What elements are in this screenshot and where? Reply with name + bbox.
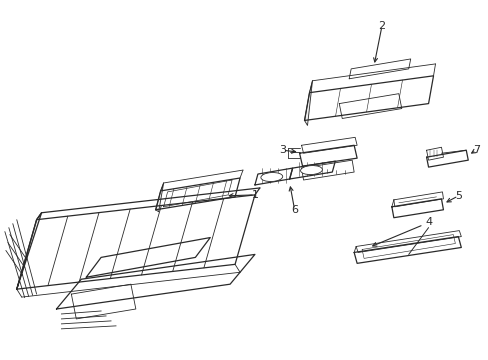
Polygon shape	[355, 231, 460, 252]
Polygon shape	[163, 180, 232, 207]
Polygon shape	[301, 160, 353, 180]
Text: 1: 1	[251, 190, 258, 200]
Polygon shape	[86, 238, 210, 277]
Polygon shape	[304, 76, 433, 121]
Text: 7: 7	[472, 145, 479, 155]
Ellipse shape	[300, 166, 322, 175]
Polygon shape	[339, 94, 401, 118]
Polygon shape	[56, 255, 254, 309]
Text: 5: 5	[454, 191, 461, 201]
Polygon shape	[426, 147, 443, 160]
Polygon shape	[426, 150, 468, 167]
Polygon shape	[304, 81, 312, 125]
Text: 3: 3	[279, 145, 285, 155]
Text: 6: 6	[290, 205, 298, 215]
Polygon shape	[155, 178, 240, 210]
Polygon shape	[348, 59, 410, 79]
Polygon shape	[155, 183, 163, 212]
Ellipse shape	[261, 172, 282, 181]
Polygon shape	[391, 199, 443, 218]
Polygon shape	[289, 161, 335, 179]
Polygon shape	[17, 195, 254, 289]
Polygon shape	[361, 235, 454, 258]
Polygon shape	[301, 137, 356, 153]
Text: 2: 2	[378, 21, 385, 31]
Polygon shape	[353, 237, 460, 264]
Polygon shape	[71, 284, 136, 319]
Polygon shape	[17, 213, 41, 289]
Polygon shape	[299, 145, 356, 166]
Polygon shape	[393, 192, 443, 207]
Text: 4: 4	[424, 217, 431, 227]
Polygon shape	[254, 168, 292, 185]
